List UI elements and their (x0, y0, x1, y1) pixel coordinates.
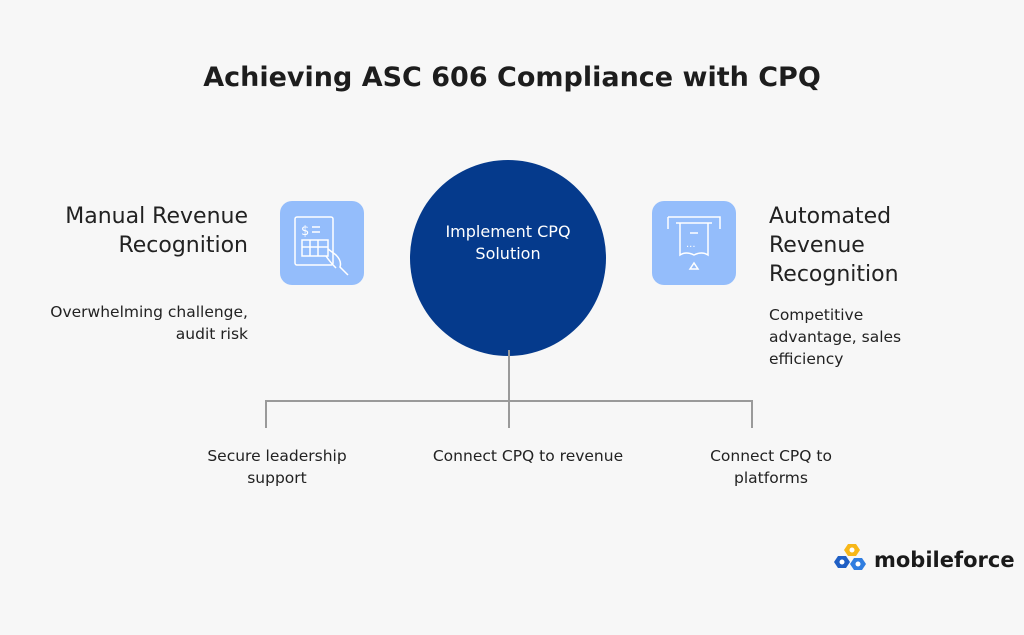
step-2: Connect CPQ to revenue (432, 447, 624, 465)
left-description: Overwhelming challenge, audit risk (50, 303, 248, 343)
connector-right (751, 400, 753, 428)
step-1: Secure leadership support (207, 447, 347, 487)
right-description: Competitive advantage, sales efficiency (769, 306, 902, 368)
connector-trunk (508, 350, 510, 428)
center-label: Implement CPQ Solution (445, 222, 571, 263)
step-3: Connect CPQ to platforms (710, 447, 832, 487)
center-node: Implement CPQ Solution (410, 160, 606, 356)
connector-bar (265, 400, 753, 402)
page-title: Achieving ASC 606 Compliance with CPQ (203, 62, 821, 93)
logo-hexagons-icon (834, 544, 866, 570)
connector-left (265, 400, 267, 428)
invoice-hand-icon: $ (280, 201, 364, 285)
left-heading: Manual Revenue Recognition (65, 204, 248, 258)
svg-text:...: ... (686, 239, 696, 250)
svg-text:$: $ (301, 224, 309, 239)
logo-text: mobileforce (874, 548, 1015, 572)
receipt-printer-icon: ... (652, 201, 736, 285)
mobileforce-logo: mobileforce (832, 542, 1015, 578)
right-heading: Automated Revenue Recognition (769, 204, 899, 287)
